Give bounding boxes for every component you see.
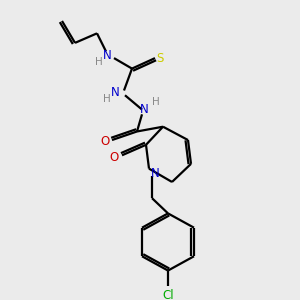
Text: N: N [103,49,111,62]
Text: N: N [151,167,159,180]
Text: S: S [156,52,164,64]
Text: H: H [103,94,111,104]
Text: H: H [152,97,160,107]
Text: H: H [95,57,103,67]
Text: O: O [110,151,118,164]
Text: Cl: Cl [162,289,174,300]
Text: O: O [100,135,109,148]
Text: N: N [140,103,148,116]
Text: N: N [111,86,119,99]
